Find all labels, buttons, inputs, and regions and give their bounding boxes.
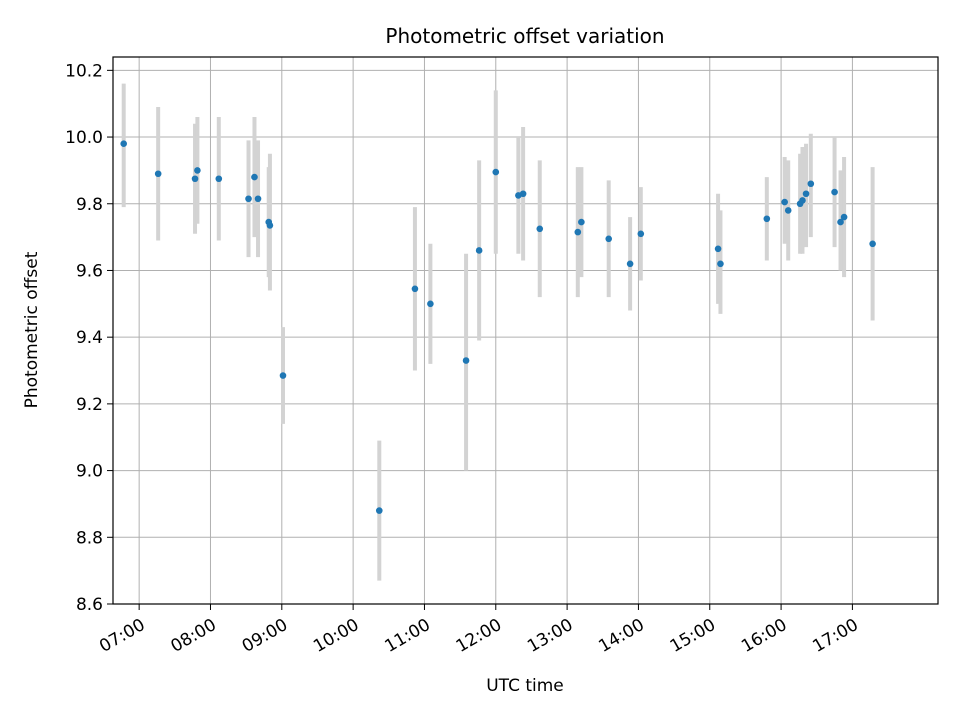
y-tick-label: 10.0 <box>65 128 103 148</box>
data-point <box>784 207 792 214</box>
data-point <box>475 247 483 254</box>
y-tick-label: 9.4 <box>76 328 103 348</box>
data-point <box>254 195 262 203</box>
chart-title: Photometric offset variation <box>385 24 664 48</box>
data-point <box>519 190 527 198</box>
data-point <box>251 173 258 181</box>
data-point <box>714 245 722 253</box>
data-point <box>637 230 645 238</box>
y-tick-label: 9.2 <box>76 395 103 415</box>
data-point <box>831 188 838 196</box>
data-point <box>763 215 771 223</box>
y-tick-label: 10.2 <box>65 61 103 81</box>
data-point <box>411 285 419 293</box>
data-points <box>120 140 876 514</box>
data-point <box>154 170 162 178</box>
plot-frame <box>112 56 939 605</box>
y-axis-ticks: 8.6 8.8 9.0 9.2 9.4 9.6 9.8 10.0 10.2 <box>65 61 113 615</box>
y-axis-label: Photometric offset <box>22 251 42 408</box>
y-tick-label: 8.8 <box>76 528 103 548</box>
data-point <box>191 175 199 183</box>
y-tick-label: 8.6 <box>76 595 103 615</box>
data-point <box>837 218 844 226</box>
data-point <box>194 167 201 174</box>
data-point <box>536 225 544 233</box>
data-point <box>375 507 383 514</box>
y-tick-label: 9.8 <box>76 195 103 215</box>
data-point <box>574 228 582 236</box>
x-axis-label: UTC time <box>486 676 564 696</box>
data-point <box>279 372 287 379</box>
data-point <box>807 180 815 188</box>
data-point <box>215 175 223 183</box>
data-point <box>427 300 434 308</box>
data-point <box>245 195 252 203</box>
data-point <box>869 240 876 248</box>
data-point <box>840 213 848 221</box>
data-point <box>781 198 788 206</box>
data-point <box>578 218 585 226</box>
data-point <box>717 260 724 268</box>
y-tick-label: 9.6 <box>76 261 103 281</box>
data-point <box>492 168 500 176</box>
data-point <box>626 260 634 268</box>
data-point <box>462 357 470 364</box>
data-point <box>799 197 806 204</box>
data-point <box>605 235 613 243</box>
data-point <box>120 140 127 148</box>
data-point <box>802 190 810 198</box>
data-point <box>266 222 274 229</box>
y-tick-label: 9.0 <box>76 462 103 482</box>
